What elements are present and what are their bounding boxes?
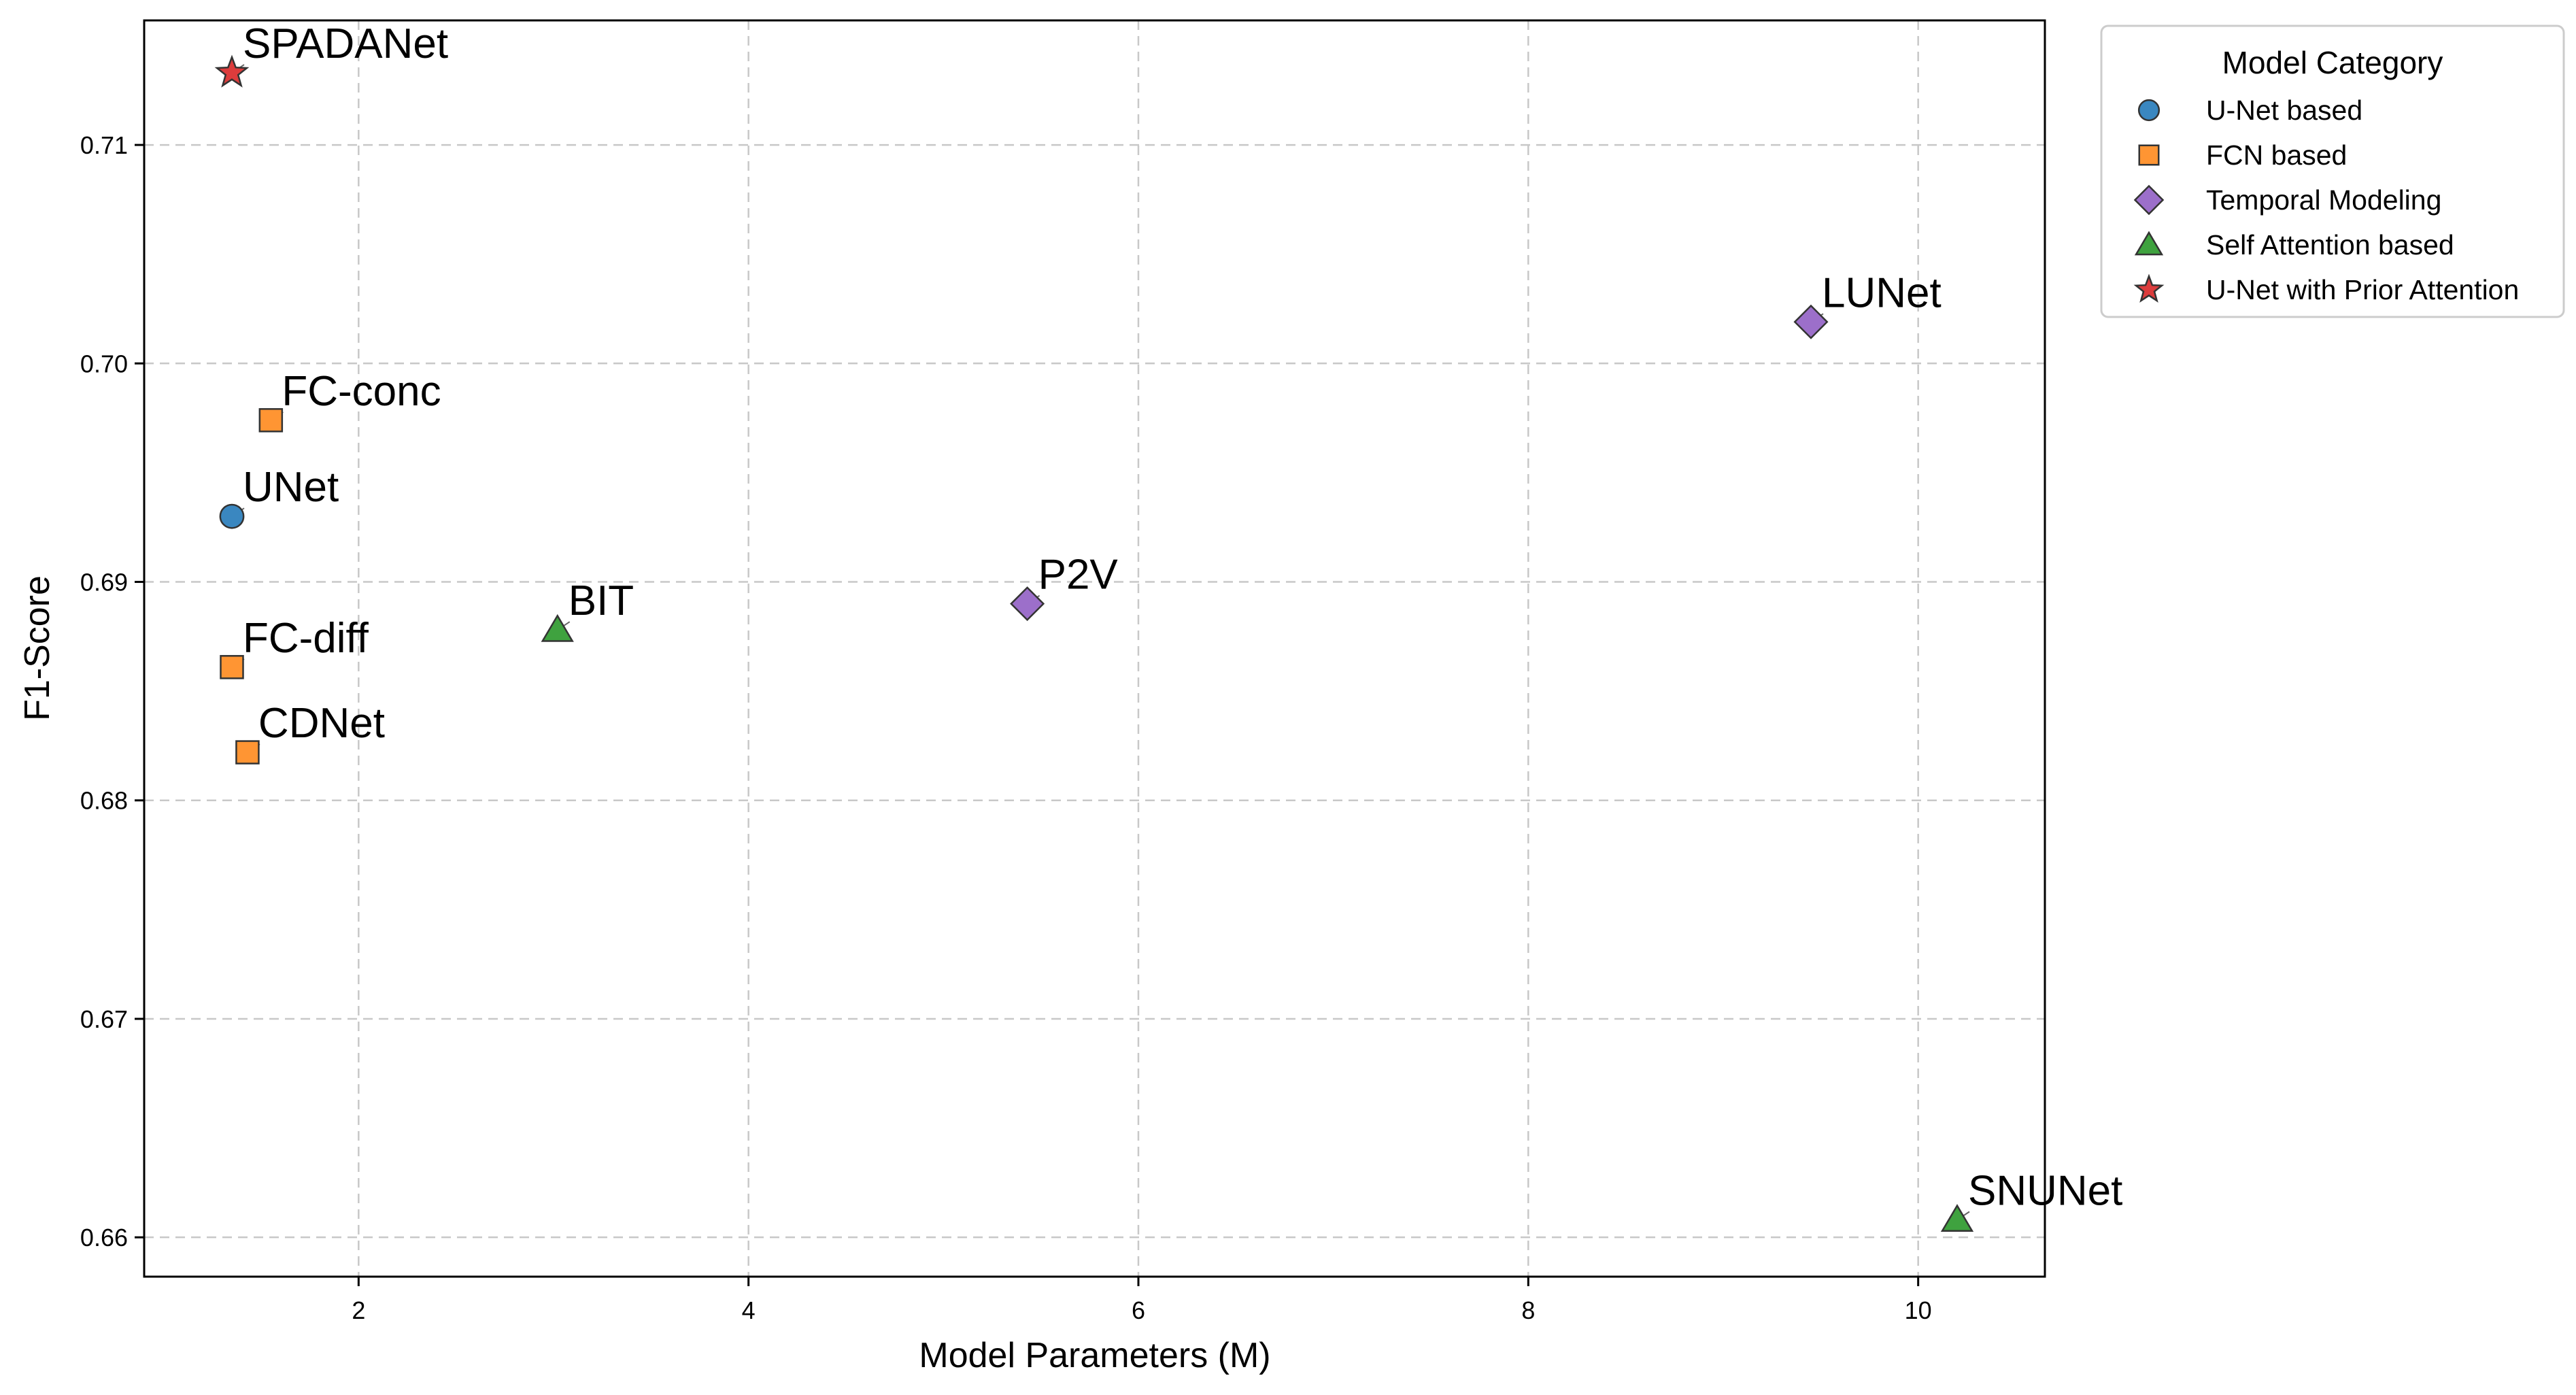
data-point-lunet bbox=[1793, 304, 1829, 339]
point-label-fc-conc: FC-conc bbox=[282, 368, 441, 415]
point-label-cdnet: CDNet bbox=[258, 700, 385, 747]
y-tick-label: 0.68 bbox=[80, 787, 128, 815]
data-point-unet bbox=[219, 503, 245, 529]
legend-entry-self-attention-based: Self Attention based bbox=[2134, 229, 2454, 260]
y-tick-label: 0.67 bbox=[80, 1005, 128, 1033]
point-label-lunet: LUNet bbox=[1822, 269, 1942, 316]
point-label-fc-diff: FC-diff bbox=[243, 615, 369, 662]
legend-label: Temporal Modeling bbox=[2206, 184, 2441, 216]
legend-label: U-Net based bbox=[2206, 95, 2362, 126]
y-tick-label: 0.66 bbox=[80, 1224, 128, 1251]
legend-entry-temporal-modeling: Temporal Modeling bbox=[2133, 184, 2441, 216]
y-tick-label: 0.70 bbox=[80, 350, 128, 377]
point-label-unet: UNet bbox=[243, 464, 339, 511]
x-tick-label: 8 bbox=[1521, 1296, 1535, 1324]
y-axis-label: F1-Score bbox=[18, 575, 57, 721]
legend-items: U-Net based FCN based Temporal Modeling Sel… bbox=[2133, 95, 2519, 305]
data-point-p2v bbox=[1010, 586, 1045, 622]
x-axis-label: Model Parameters (M) bbox=[919, 1336, 1270, 1375]
legend-entry-fcn-based: FCN based bbox=[2138, 139, 2347, 171]
legend-label: FCN based bbox=[2206, 139, 2347, 171]
point-label-snunet: SNUNet bbox=[1968, 1167, 2122, 1214]
legend-marker-self-attention-based bbox=[2134, 231, 2164, 256]
tick-layer: 2 4 6 8 10 0.66 0.67 0.68 0.69 0.70 0.71 bbox=[80, 131, 1932, 1324]
y-tick-label: 0.71 bbox=[80, 131, 128, 159]
data-point-fc-diff bbox=[220, 655, 244, 679]
legend-label: U-Net with Prior Attention bbox=[2206, 274, 2519, 305]
legend-entry-u-net-based: U-Net based bbox=[2137, 95, 2362, 126]
legend-title: Model Category bbox=[2222, 45, 2443, 80]
point-label-bit: BIT bbox=[569, 577, 634, 624]
data-point-spadanet bbox=[214, 54, 250, 88]
data-point-cdnet bbox=[235, 740, 260, 764]
data-point-snunet bbox=[1940, 1204, 1974, 1232]
data-point-fc-conc bbox=[258, 408, 284, 433]
legend-box bbox=[2100, 24, 2565, 318]
data-point-bit bbox=[541, 614, 574, 642]
point-label-p2v: P2V bbox=[1038, 552, 1119, 599]
point-layer: UNet FC-conc FC-diff CDNet P2V LUNet BIT SNUNet… bbox=[214, 20, 2122, 1232]
x-tick-label: 4 bbox=[742, 1296, 756, 1324]
legend-marker-fcn-based bbox=[2138, 144, 2160, 166]
x-tick-label: 10 bbox=[1905, 1296, 1932, 1324]
point-label-spadanet: SPADANet bbox=[243, 20, 448, 67]
legend-marker-u-net-with-prior-attention bbox=[2133, 273, 2165, 303]
x-tick-label: 6 bbox=[1132, 1296, 1145, 1324]
legend: Model Category U-Net based FCN based Tempo… bbox=[2100, 24, 2565, 318]
y-tick-label: 0.69 bbox=[80, 569, 128, 596]
x-tick-label: 2 bbox=[352, 1296, 365, 1324]
legend-entry-u-net-with-prior-attention: U-Net with Prior Attention bbox=[2133, 273, 2519, 305]
legend-marker-u-net-based bbox=[2137, 99, 2160, 122]
legend-marker-temporal-modeling bbox=[2133, 184, 2165, 216]
grid-layer bbox=[144, 20, 2045, 1277]
legend-label: Self Attention based bbox=[2206, 229, 2454, 260]
plot-frame bbox=[143, 19, 2046, 1278]
